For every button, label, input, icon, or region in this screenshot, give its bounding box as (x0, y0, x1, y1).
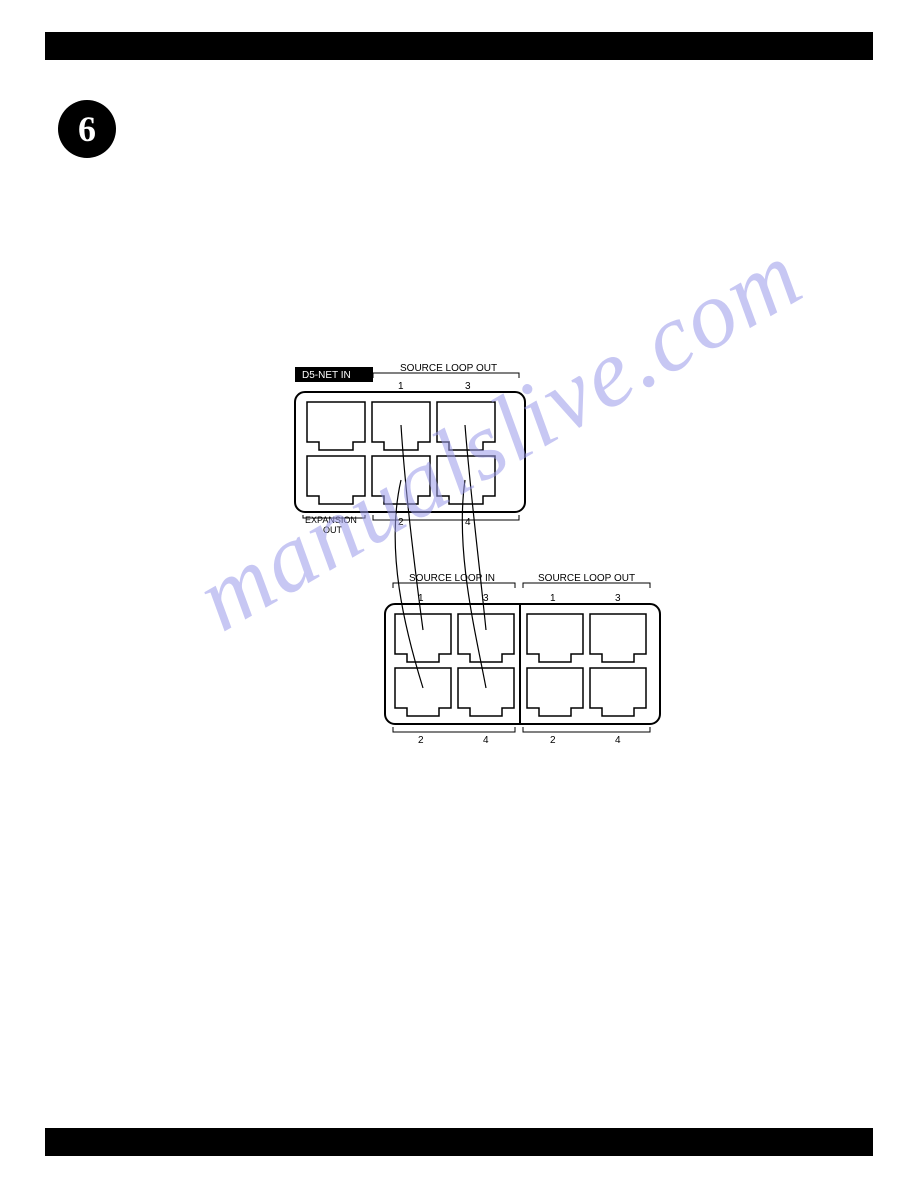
bnum-out-1: 1 (550, 593, 556, 604)
step-circle: 6 (58, 100, 116, 158)
bottom-unit: SOURCE LOOP IN SOURCE LOOP OUT 1 3 1 3 (385, 573, 660, 746)
source-loop-in-label: SOURCE LOOP IN (409, 573, 495, 584)
bport-in-4 (458, 668, 514, 716)
port-num-3: 3 (465, 381, 471, 392)
expansion-sub-label: OUT (323, 525, 343, 535)
step-number: 6 (78, 108, 96, 150)
d5net-label: D5-NET IN (302, 370, 351, 381)
bnum-in-3: 3 (483, 593, 489, 604)
port-loop-out-4 (437, 456, 495, 504)
bport-out-2 (527, 668, 583, 716)
footer-bar (45, 1128, 873, 1156)
port-num-2: 2 (398, 517, 404, 528)
bnum-out-4: 4 (615, 735, 621, 746)
port-expansion-out (307, 456, 365, 504)
port-num-4: 4 (465, 517, 471, 528)
bport-out-4 (590, 668, 646, 716)
bport-in-2 (395, 668, 451, 716)
bnum-in-4: 4 (483, 735, 489, 746)
expansion-label: EXPANSION (305, 515, 357, 525)
source-loop-out-label-b: SOURCE LOOP OUT (538, 573, 635, 584)
top-unit-frame (295, 392, 525, 512)
connection-diagram: SOURCE LOOP OUT 1 3 D5-NET IN (265, 370, 695, 810)
bottom-unit-frame (385, 604, 660, 724)
header-bar (45, 32, 873, 60)
port-d5net-in (307, 402, 365, 450)
bnum-out-3: 3 (615, 593, 621, 604)
connection-wires (395, 425, 486, 688)
bnum-in-2: 2 (418, 735, 424, 746)
port-num-1: 1 (398, 381, 404, 392)
bport-in-1 (395, 614, 451, 662)
top-unit: SOURCE LOOP OUT 1 3 D5-NET IN (295, 363, 525, 535)
bport-out-1 (527, 614, 583, 662)
source-loop-out-label: SOURCE LOOP OUT (400, 363, 497, 374)
bport-out-3 (590, 614, 646, 662)
bnum-out-2: 2 (550, 735, 556, 746)
bport-in-3 (458, 614, 514, 662)
